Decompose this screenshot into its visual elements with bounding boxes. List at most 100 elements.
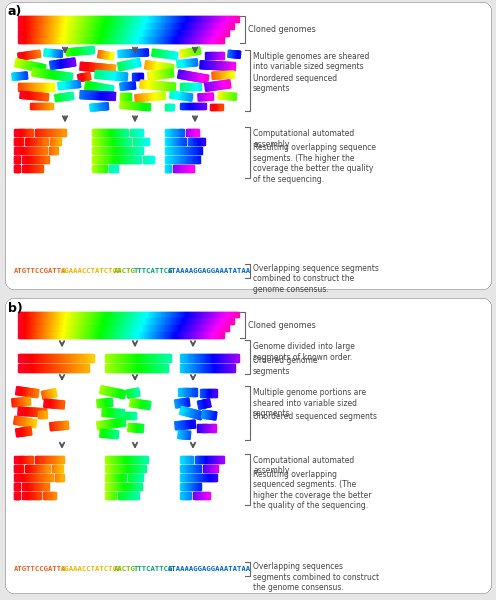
- Bar: [72, 16, 73, 22]
- Text: Overlapping sequence segments
combined to construct the
genome consensus.: Overlapping sequence segments combined t…: [253, 264, 379, 293]
- Bar: [139, 30, 140, 36]
- Bar: [54, 71, 56, 79]
- Bar: [26, 319, 27, 325]
- Bar: [194, 355, 195, 362]
- Bar: [108, 65, 110, 73]
- Bar: [129, 37, 130, 43]
- Bar: [166, 139, 168, 145]
- Bar: [107, 491, 108, 499]
- Bar: [143, 325, 144, 331]
- Bar: [106, 465, 108, 472]
- Bar: [215, 364, 216, 372]
- Bar: [42, 474, 44, 481]
- Bar: [218, 30, 220, 36]
- Bar: [177, 61, 179, 68]
- Bar: [51, 422, 53, 431]
- Bar: [81, 23, 82, 29]
- Bar: [142, 37, 143, 43]
- Bar: [120, 456, 122, 463]
- Bar: [182, 399, 185, 407]
- Bar: [171, 139, 173, 145]
- Bar: [15, 386, 18, 395]
- Bar: [159, 364, 161, 372]
- Bar: [62, 332, 63, 338]
- Bar: [194, 325, 195, 331]
- Bar: [159, 311, 161, 317]
- Bar: [141, 73, 142, 80]
- Bar: [128, 412, 129, 419]
- Bar: [215, 319, 216, 325]
- Bar: [137, 156, 138, 163]
- Bar: [24, 23, 25, 29]
- Bar: [162, 364, 164, 372]
- Bar: [183, 50, 185, 57]
- Bar: [198, 465, 199, 472]
- Bar: [190, 23, 191, 29]
- Bar: [129, 325, 130, 331]
- Bar: [81, 319, 82, 325]
- Bar: [36, 389, 39, 398]
- Bar: [59, 422, 61, 430]
- Bar: [192, 355, 193, 362]
- Bar: [208, 319, 209, 325]
- Bar: [184, 147, 186, 154]
- Bar: [38, 456, 40, 463]
- Bar: [207, 399, 210, 407]
- Bar: [210, 325, 211, 331]
- Bar: [160, 37, 162, 43]
- Bar: [166, 51, 168, 58]
- Bar: [195, 311, 196, 317]
- Bar: [64, 73, 67, 80]
- Bar: [180, 83, 182, 89]
- Bar: [155, 364, 157, 372]
- Bar: [101, 92, 103, 100]
- Bar: [169, 83, 171, 91]
- Bar: [168, 83, 170, 91]
- Bar: [46, 23, 48, 29]
- Bar: [123, 311, 124, 317]
- Bar: [107, 71, 109, 79]
- Bar: [34, 408, 36, 416]
- Bar: [189, 16, 190, 22]
- Bar: [71, 58, 74, 67]
- Bar: [170, 91, 172, 98]
- Bar: [203, 491, 205, 499]
- Bar: [145, 37, 146, 43]
- Bar: [51, 147, 52, 154]
- Bar: [132, 59, 135, 68]
- Bar: [128, 319, 129, 325]
- Bar: [199, 319, 200, 325]
- Bar: [201, 94, 203, 101]
- Bar: [109, 52, 111, 59]
- Bar: [211, 364, 212, 372]
- Bar: [98, 92, 100, 100]
- Bar: [112, 388, 115, 397]
- Bar: [89, 73, 91, 80]
- Bar: [231, 355, 233, 362]
- Bar: [179, 325, 181, 331]
- Bar: [49, 147, 50, 154]
- Bar: [156, 311, 158, 317]
- Bar: [109, 465, 111, 472]
- Bar: [110, 491, 111, 499]
- Bar: [208, 424, 209, 432]
- Bar: [192, 474, 193, 481]
- Bar: [182, 491, 183, 499]
- Bar: [76, 311, 77, 317]
- Bar: [92, 332, 94, 338]
- Bar: [21, 398, 24, 406]
- Bar: [113, 474, 115, 481]
- Bar: [142, 425, 144, 433]
- Bar: [141, 319, 142, 325]
- Bar: [29, 311, 30, 317]
- Bar: [45, 474, 47, 481]
- Bar: [57, 456, 59, 463]
- Bar: [112, 139, 114, 145]
- Bar: [187, 319, 188, 325]
- Bar: [43, 411, 44, 418]
- Bar: [85, 37, 86, 43]
- Bar: [179, 165, 181, 172]
- Bar: [180, 319, 182, 325]
- Bar: [39, 311, 41, 317]
- Bar: [41, 156, 43, 163]
